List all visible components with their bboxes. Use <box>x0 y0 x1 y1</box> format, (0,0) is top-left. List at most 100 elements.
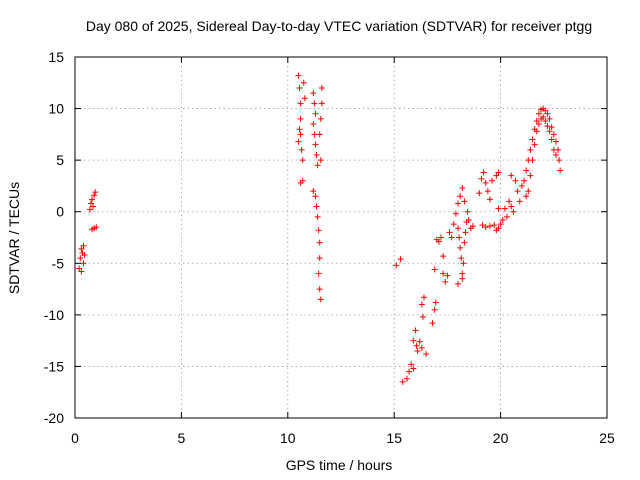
data-point <box>313 203 320 210</box>
data-point <box>313 151 320 158</box>
data-point <box>529 136 536 143</box>
y-tick-label: 15 <box>48 49 64 65</box>
data-point <box>419 313 426 320</box>
data-point <box>465 216 472 223</box>
y-tick-label: 5 <box>56 152 64 168</box>
y-tick-labels: -20 -15 -10 -5 0 5 10 15 <box>44 49 64 426</box>
data-point <box>552 151 559 158</box>
data-point <box>312 110 319 117</box>
data-point <box>408 361 415 368</box>
data-point <box>420 294 427 301</box>
data-point <box>310 90 317 97</box>
data-point <box>544 110 551 117</box>
data-point <box>80 242 87 249</box>
data-point <box>414 347 421 354</box>
data-point <box>296 126 303 133</box>
data-point <box>297 100 304 107</box>
data-point <box>86 206 93 213</box>
data-point <box>78 268 85 275</box>
data-point <box>312 193 319 200</box>
y-tick-label: -15 <box>44 358 64 374</box>
data-point <box>77 255 84 262</box>
data-point <box>316 255 323 262</box>
data-point <box>316 286 323 293</box>
data-point <box>482 224 489 231</box>
data-point <box>418 344 425 351</box>
data-point <box>90 203 97 210</box>
data-point <box>535 110 542 117</box>
data-point <box>297 179 304 186</box>
y-tick-label: -20 <box>44 410 64 426</box>
data-point <box>508 203 515 210</box>
data-point <box>429 320 436 327</box>
data-point <box>501 205 508 212</box>
x-tick-label: 25 <box>599 430 615 446</box>
x-tick-label: 5 <box>178 430 186 446</box>
data-point <box>506 198 513 205</box>
data-point <box>548 124 555 131</box>
data-point <box>314 213 321 220</box>
data-point <box>531 141 538 148</box>
data-point <box>518 182 525 189</box>
data-point <box>314 162 321 169</box>
data-point <box>317 157 324 164</box>
data-point <box>316 131 323 138</box>
data-point <box>91 192 98 199</box>
data-point <box>497 221 504 228</box>
data-point <box>525 188 532 195</box>
data-point <box>489 177 496 184</box>
data-point <box>444 272 451 279</box>
data-point <box>298 146 305 153</box>
data-point <box>478 175 485 182</box>
data-point <box>442 278 449 285</box>
data-point <box>410 365 417 372</box>
data-point <box>412 327 419 334</box>
data-point <box>423 351 430 358</box>
data-point <box>533 117 540 124</box>
data-point <box>438 234 445 241</box>
data-point <box>527 172 534 179</box>
data-point <box>550 146 557 153</box>
data-point <box>301 95 308 102</box>
data-point <box>516 198 523 205</box>
data-point <box>540 113 547 120</box>
data-points <box>76 72 564 385</box>
axis-ticks <box>74 56 608 419</box>
data-point <box>484 188 491 195</box>
data-point <box>542 117 549 124</box>
x-tick-label: 20 <box>493 430 509 446</box>
data-point <box>542 107 549 114</box>
data-point <box>461 239 468 246</box>
data-point <box>399 378 406 385</box>
data-point <box>523 193 530 200</box>
data-point <box>527 146 534 153</box>
data-point <box>452 210 459 217</box>
data-point <box>456 234 463 241</box>
data-point <box>295 72 302 79</box>
data-point <box>460 260 467 267</box>
data-point <box>440 253 447 260</box>
data-point <box>495 225 502 232</box>
plot-frame <box>74 56 608 419</box>
data-point <box>482 179 489 186</box>
data-point <box>310 121 317 128</box>
data-point <box>455 225 462 232</box>
data-point <box>403 375 410 382</box>
data-point <box>310 188 317 195</box>
data-point <box>544 123 551 130</box>
y-tick-label: 0 <box>56 204 64 220</box>
data-point <box>295 138 302 145</box>
data-point <box>495 205 502 212</box>
data-point <box>512 177 519 184</box>
data-point <box>87 200 94 207</box>
data-point <box>455 200 462 207</box>
data-point <box>556 157 563 164</box>
x-tick-labels: 0 5 10 15 20 25 <box>71 430 615 446</box>
data-point <box>410 337 417 344</box>
data-point <box>92 189 99 196</box>
data-point <box>78 245 85 252</box>
data-point <box>312 141 319 148</box>
data-point <box>418 301 425 308</box>
data-point <box>550 131 557 138</box>
